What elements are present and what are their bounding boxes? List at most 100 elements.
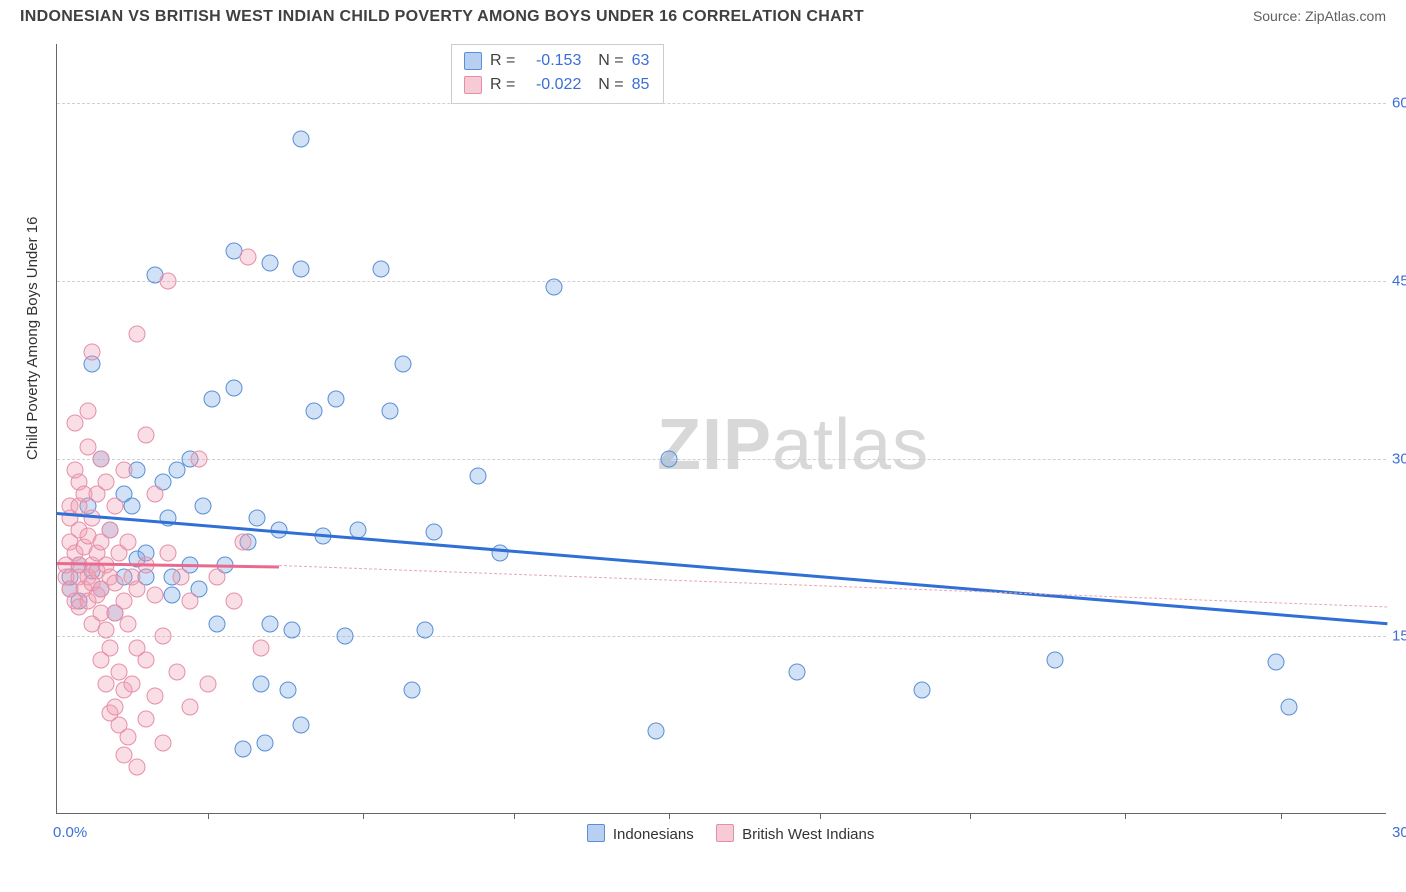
stat-R1-value: -0.153 (523, 49, 581, 73)
data-point (789, 663, 806, 680)
data-point (119, 533, 136, 550)
data-point (182, 699, 199, 716)
x-tick (1125, 813, 1126, 819)
y-tick-label: 15.0% (1392, 628, 1406, 645)
stat-N-label-2: N = (589, 73, 623, 97)
data-point (97, 622, 114, 639)
data-point (146, 586, 163, 603)
y-tick-label: 30.0% (1392, 450, 1406, 467)
data-point (226, 592, 243, 609)
data-point (403, 681, 420, 698)
data-point (106, 699, 123, 716)
data-point (328, 391, 345, 408)
data-point (372, 261, 389, 278)
x-tick (1281, 813, 1282, 819)
x-tick (208, 813, 209, 819)
swatch-blue-icon (464, 52, 482, 70)
chart-title: INDONESIAN VS BRITISH WEST INDIAN CHILD … (20, 8, 864, 26)
data-point (470, 468, 487, 485)
data-point (168, 663, 185, 680)
x-tick (669, 813, 670, 819)
stats-row-1: R = -0.153 N = 63 (464, 49, 649, 73)
data-point (647, 723, 664, 740)
data-point (190, 450, 207, 467)
data-point (146, 486, 163, 503)
data-point (913, 681, 930, 698)
data-point (173, 569, 190, 586)
stats-row-2: R = -0.022 N = 85 (464, 73, 649, 97)
stat-N-label: N = (589, 49, 623, 73)
data-point (381, 403, 398, 420)
data-point (102, 521, 119, 538)
grid-line (57, 636, 1386, 637)
data-point (102, 640, 119, 657)
data-point (416, 622, 433, 639)
legend-label-1: Indonesians (613, 826, 694, 843)
x-max-label: 30.0% (1392, 824, 1406, 841)
data-point (1046, 652, 1063, 669)
data-point (337, 628, 354, 645)
data-point (660, 450, 677, 467)
data-point (168, 462, 185, 479)
data-point (80, 403, 97, 420)
data-point (137, 711, 154, 728)
data-point (115, 592, 132, 609)
data-point (279, 681, 296, 698)
data-point (93, 450, 110, 467)
swatch-pink-icon (464, 76, 482, 94)
data-point (394, 355, 411, 372)
data-point (106, 575, 123, 592)
data-point (248, 509, 265, 526)
watermark-zip: ZIP (657, 405, 772, 485)
y-tick-label: 45.0% (1392, 272, 1406, 289)
x-tick (820, 813, 821, 819)
stat-N1-value: 63 (632, 49, 650, 73)
data-point (208, 569, 225, 586)
data-point (159, 272, 176, 289)
data-point (128, 580, 145, 597)
data-point (199, 675, 216, 692)
y-tick-label: 60.0% (1392, 95, 1406, 112)
chart-area: ZIPatlas R = -0.153 N = 63 R = -0.022 N … (56, 44, 1386, 814)
data-point (164, 586, 181, 603)
data-point (115, 462, 132, 479)
data-point (124, 675, 141, 692)
data-point (252, 675, 269, 692)
watermark: ZIPatlas (657, 404, 929, 486)
data-point (239, 249, 256, 266)
data-point (106, 498, 123, 515)
x-axis-legend: Indonesians British West Indians (57, 824, 1386, 843)
data-point (283, 622, 300, 639)
grid-line (57, 281, 1386, 282)
stat-R-label: R = (490, 49, 515, 73)
data-point (124, 498, 141, 515)
grid-line (57, 103, 1386, 104)
trend-line (279, 565, 1387, 607)
data-point (155, 628, 172, 645)
data-point (252, 640, 269, 657)
data-point (257, 734, 274, 751)
data-point (261, 616, 278, 633)
data-point (425, 524, 442, 541)
x-tick (514, 813, 515, 819)
data-point (97, 675, 114, 692)
data-point (292, 261, 309, 278)
y-axis-title: Child Poverty Among Boys Under 16 (24, 217, 41, 460)
legend-swatch-pink-icon (716, 824, 734, 842)
data-point (235, 740, 252, 757)
data-point (137, 426, 154, 443)
data-point (292, 717, 309, 734)
data-point (119, 729, 136, 746)
data-point (128, 326, 145, 343)
stat-N2-value: 85 (632, 73, 650, 97)
data-point (1268, 654, 1285, 671)
stat-R-label-2: R = (490, 73, 515, 97)
watermark-atlas: atlas (772, 405, 929, 485)
stats-legend-box: R = -0.153 N = 63 R = -0.022 N = 85 (451, 44, 664, 104)
data-point (204, 391, 221, 408)
grid-line (57, 459, 1386, 460)
source-label: Source: ZipAtlas.com (1253, 8, 1386, 24)
data-point (84, 344, 101, 361)
data-point (235, 533, 252, 550)
legend-swatch-blue-icon (587, 824, 605, 842)
